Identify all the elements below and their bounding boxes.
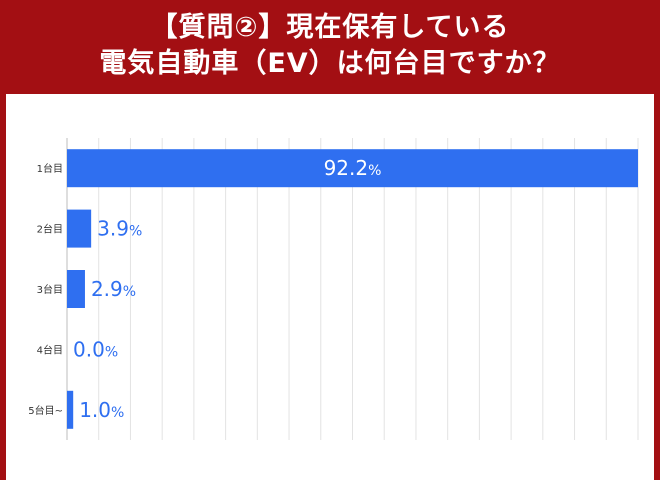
chart-title-line-2: 電気自動車（EV）は何台目ですか？ — [99, 48, 561, 79]
bar-chart: 1台目 92.2% 2台目 3.9% 3台目 2.9% 4台目 0.0% 5台目~ 1.0% — [28, 138, 639, 440]
category-label: 3台目 — [37, 283, 63, 296]
category-label: 4台目 — [37, 343, 63, 356]
data-label: 3.9% — [97, 217, 142, 241]
data-label: 0.0% — [73, 337, 118, 361]
chart-title-line-1: 【質問②】現在保有している — [150, 12, 510, 43]
chart-panel: 1台目 92.2% 2台目 3.9% 3台目 2.9% 4台目 0.0% 5台目~ 1.0% — [6, 94, 654, 480]
bar — [67, 390, 74, 429]
bar — [67, 209, 92, 248]
category-label: 1台目 — [37, 162, 63, 175]
bar — [67, 149, 638, 188]
data-label: 2.9% — [91, 277, 136, 301]
category-label: 5台目~ — [28, 404, 63, 417]
chart-header: 【質問②】現在保有している 電気自動車（EV）は何台目ですか？ — [0, 0, 660, 92]
data-label: 92.2% — [324, 156, 382, 180]
data-label: 1.0% — [79, 398, 124, 422]
category-label: 2台目 — [37, 223, 63, 236]
bar — [67, 270, 85, 308]
